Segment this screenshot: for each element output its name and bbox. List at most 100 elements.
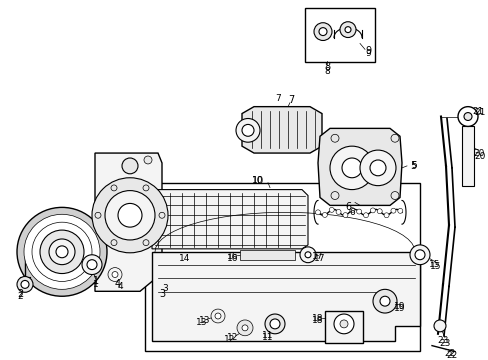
Text: 12: 12	[224, 335, 235, 344]
Text: 5: 5	[409, 161, 415, 171]
Text: 12: 12	[227, 333, 238, 342]
Text: 16: 16	[227, 254, 238, 263]
Circle shape	[335, 210, 340, 215]
Text: 23: 23	[436, 336, 448, 345]
Text: 11: 11	[262, 333, 273, 342]
Bar	[305, 8, 374, 62]
Circle shape	[40, 230, 84, 274]
Circle shape	[345, 27, 350, 33]
Bar	[325, 311, 362, 343]
Circle shape	[433, 320, 445, 332]
Circle shape	[122, 158, 138, 174]
Circle shape	[333, 314, 353, 334]
Text: 14: 14	[179, 254, 190, 263]
Text: 16: 16	[227, 252, 238, 261]
Text: 15: 15	[429, 262, 441, 271]
Circle shape	[269, 319, 280, 329]
Text: 4: 4	[115, 279, 121, 289]
Circle shape	[339, 22, 355, 37]
Circle shape	[82, 255, 102, 275]
Text: 5: 5	[410, 161, 416, 170]
Circle shape	[305, 252, 310, 258]
Text: 3: 3	[162, 284, 167, 293]
Circle shape	[159, 212, 164, 218]
Circle shape	[457, 107, 477, 126]
Text: 8: 8	[324, 67, 329, 76]
Circle shape	[210, 309, 224, 323]
Text: 23: 23	[438, 339, 450, 348]
Text: 8: 8	[323, 62, 329, 72]
Circle shape	[56, 246, 68, 258]
Text: 13: 13	[199, 316, 210, 325]
Text: 22: 22	[444, 349, 455, 358]
Text: 2: 2	[17, 292, 23, 301]
Text: 13: 13	[196, 318, 207, 327]
Text: 7: 7	[287, 95, 293, 105]
Circle shape	[143, 156, 152, 164]
Polygon shape	[152, 190, 307, 249]
Circle shape	[112, 271, 118, 278]
Circle shape	[264, 314, 285, 334]
Text: 3: 3	[159, 289, 165, 299]
Circle shape	[242, 325, 247, 331]
Circle shape	[369, 160, 385, 176]
Text: 10: 10	[251, 176, 264, 186]
Circle shape	[372, 289, 396, 313]
Text: 21: 21	[471, 107, 483, 116]
Text: 1: 1	[93, 276, 99, 287]
Circle shape	[313, 23, 331, 40]
Circle shape	[339, 320, 347, 328]
Circle shape	[359, 150, 395, 186]
Bar	[461, 126, 473, 186]
Text: 19: 19	[393, 302, 405, 311]
Circle shape	[376, 209, 382, 214]
Polygon shape	[242, 107, 321, 153]
Circle shape	[21, 280, 29, 288]
Circle shape	[379, 296, 389, 306]
Text: 22: 22	[446, 351, 457, 360]
Text: 15: 15	[428, 260, 440, 269]
Circle shape	[318, 28, 326, 36]
Circle shape	[329, 146, 373, 190]
Text: 18: 18	[312, 315, 323, 324]
Circle shape	[383, 213, 388, 218]
Text: 20: 20	[472, 149, 484, 158]
Text: 7: 7	[275, 94, 280, 103]
Circle shape	[17, 276, 33, 292]
Circle shape	[299, 247, 315, 263]
Circle shape	[108, 267, 122, 282]
Text: 19: 19	[393, 303, 405, 312]
Circle shape	[118, 203, 142, 227]
Circle shape	[463, 113, 471, 121]
Circle shape	[215, 313, 221, 319]
Text: 17: 17	[312, 252, 323, 261]
Circle shape	[390, 208, 395, 213]
Circle shape	[237, 320, 252, 336]
Circle shape	[363, 213, 368, 218]
Text: 4: 4	[117, 282, 122, 291]
Bar	[145, 183, 419, 351]
Circle shape	[409, 245, 429, 265]
Circle shape	[322, 212, 326, 217]
Bar	[240, 250, 294, 260]
Text: 6: 6	[344, 202, 350, 212]
Text: 9: 9	[365, 49, 370, 58]
Circle shape	[397, 208, 402, 213]
Text: 6: 6	[348, 208, 354, 217]
Circle shape	[49, 239, 75, 265]
Text: 17: 17	[314, 254, 325, 263]
Circle shape	[356, 209, 361, 214]
Circle shape	[242, 125, 253, 136]
Circle shape	[87, 260, 97, 270]
Circle shape	[95, 212, 101, 218]
Circle shape	[341, 158, 361, 178]
Circle shape	[330, 134, 338, 142]
Circle shape	[32, 222, 92, 282]
Text: 2: 2	[17, 289, 23, 299]
Circle shape	[17, 207, 107, 296]
Text: 11: 11	[262, 331, 273, 340]
Text: 20: 20	[473, 152, 485, 161]
Circle shape	[142, 240, 149, 246]
Circle shape	[111, 185, 117, 191]
Circle shape	[369, 208, 375, 213]
